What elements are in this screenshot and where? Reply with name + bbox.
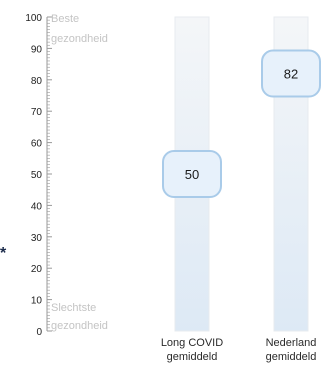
y-tick-label: 80 xyxy=(31,76,43,87)
y-tick-label: 40 xyxy=(31,201,43,212)
category-label: Nederland xyxy=(266,337,317,349)
scale-bottom-label-line1: Slechtste xyxy=(51,302,96,314)
y-tick-label: 0 xyxy=(36,327,42,338)
value-marker xyxy=(261,49,321,98)
scale-bottom-label-line2: gezondheid xyxy=(51,320,108,332)
y-tick-label: 20 xyxy=(31,264,43,275)
category-label: gemiddeld xyxy=(167,351,218,363)
y-axis-tick-labels: 0 10 20 30 40 50 60 70 80 90 100 xyxy=(25,13,42,338)
scale-top-label-line2: gezondheid xyxy=(51,33,108,45)
category-group: 82 Nederland gemiddeld xyxy=(261,16,321,363)
scale-top-label-line1: Beste xyxy=(51,13,79,25)
y-tick-label: 50 xyxy=(31,170,43,181)
value-marker xyxy=(162,150,222,198)
value-label: 82 xyxy=(284,67,298,82)
y-axis-ticks xyxy=(47,16,52,332)
y-tick-label: 100 xyxy=(25,13,42,24)
y-tick-label: 10 xyxy=(31,296,43,307)
y-tick-label: 60 xyxy=(31,139,43,150)
asterisk-note: * xyxy=(0,245,7,262)
y-tick-label: 90 xyxy=(31,44,43,55)
category-label: gemiddeld xyxy=(266,351,317,363)
y-tick-label: 70 xyxy=(31,107,43,118)
y-tick-label: 30 xyxy=(31,233,43,244)
category-label: Long COVID xyxy=(161,337,223,349)
value-label: 50 xyxy=(185,167,199,182)
chart-columns: 50 Long COVID gemiddeld 82 Nederland gemiddel… xyxy=(161,16,321,363)
category-group: 50 Long COVID gemiddeld xyxy=(161,16,223,363)
